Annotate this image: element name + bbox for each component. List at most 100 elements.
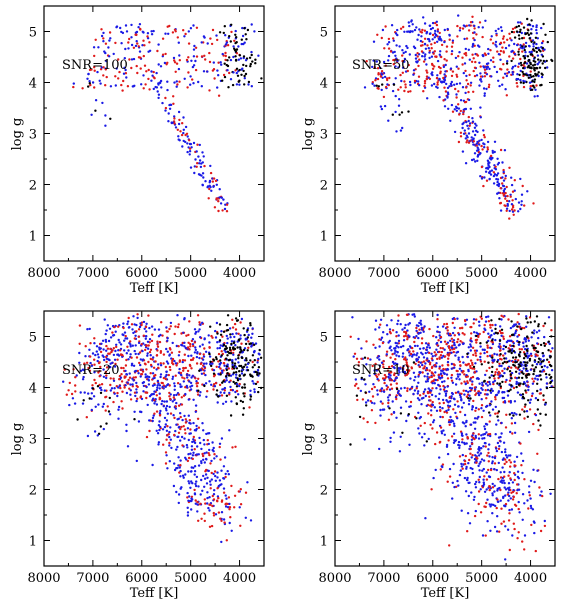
data-point	[458, 446, 461, 450]
data-point	[483, 490, 487, 493]
data-point	[459, 430, 463, 433]
data-point	[363, 86, 367, 89]
data-point	[524, 403, 527, 406]
data-point	[245, 366, 249, 369]
data-point	[496, 441, 500, 445]
data-point	[473, 386, 477, 389]
data-point	[496, 178, 500, 181]
data-point	[494, 40, 498, 44]
data-point	[250, 50, 253, 54]
data-point	[516, 483, 519, 486]
data-point	[180, 133, 184, 137]
data-point	[257, 357, 260, 361]
data-point	[135, 388, 138, 391]
data-point	[493, 140, 497, 143]
data-point	[98, 361, 101, 364]
data-point	[382, 331, 385, 334]
data-point	[451, 481, 454, 484]
data-point	[493, 468, 496, 471]
data-point	[383, 104, 387, 108]
data-point	[220, 500, 224, 503]
data-point	[443, 433, 446, 436]
data-point	[473, 367, 476, 370]
data-point	[446, 96, 449, 99]
data-point	[254, 58, 257, 61]
data-point	[479, 152, 482, 155]
data-point	[143, 64, 147, 67]
data-point	[524, 347, 527, 351]
data-point	[498, 197, 501, 200]
data-point	[76, 418, 79, 421]
data-point	[235, 71, 238, 75]
data-point	[439, 426, 443, 429]
data-point	[181, 122, 184, 125]
data-point	[534, 366, 538, 369]
data-point	[237, 338, 240, 342]
data-point	[536, 37, 539, 40]
data-point	[477, 454, 481, 457]
data-point	[533, 480, 536, 484]
data-point	[533, 320, 536, 323]
data-point	[173, 462, 176, 465]
data-point	[517, 24, 521, 28]
data-point	[186, 459, 190, 463]
data-point	[142, 384, 146, 388]
data-point	[395, 130, 398, 133]
data-point	[189, 27, 193, 30]
data-point	[142, 320, 146, 324]
data-point	[439, 409, 442, 412]
data-point	[531, 79, 534, 83]
data-point	[481, 35, 484, 39]
data-point	[129, 340, 132, 343]
data-point	[464, 425, 467, 428]
data-point	[153, 376, 156, 380]
data-point	[194, 502, 197, 505]
data-point	[206, 476, 209, 479]
data-point	[213, 453, 216, 456]
data-point	[157, 96, 160, 100]
data-point	[395, 397, 398, 401]
data-point	[417, 324, 420, 328]
data-point	[147, 344, 150, 347]
data-point	[548, 342, 551, 346]
data-point	[135, 356, 139, 359]
data-point	[462, 389, 465, 392]
data-point	[151, 358, 154, 361]
data-point	[199, 165, 203, 169]
data-point	[134, 352, 137, 356]
data-point	[479, 391, 482, 395]
data-point	[449, 420, 452, 424]
data-point	[213, 457, 216, 460]
data-point	[442, 65, 446, 69]
data-point	[502, 354, 505, 357]
data-point	[222, 491, 226, 494]
data-point	[508, 350, 511, 353]
data-point	[220, 350, 223, 353]
data-point	[220, 540, 223, 544]
data-point	[509, 193, 512, 196]
data-point	[85, 416, 89, 419]
data-point	[425, 30, 429, 34]
data-point	[216, 487, 219, 490]
data-point	[257, 390, 260, 394]
data-point	[468, 458, 471, 462]
data-point	[379, 414, 382, 417]
data-point	[366, 357, 370, 360]
data-point	[491, 323, 494, 327]
data-point	[116, 394, 119, 398]
data-point	[474, 338, 478, 342]
data-point	[519, 57, 522, 61]
data-point	[212, 372, 216, 375]
data-point	[194, 484, 198, 488]
data-point	[492, 381, 495, 384]
data-point	[494, 338, 497, 342]
data-point	[220, 63, 223, 66]
data-point	[543, 322, 547, 325]
data-point	[531, 25, 535, 28]
data-point	[399, 406, 403, 409]
data-point	[530, 394, 534, 398]
data-point	[439, 468, 442, 471]
data-point	[443, 78, 447, 82]
data-point	[529, 398, 532, 401]
